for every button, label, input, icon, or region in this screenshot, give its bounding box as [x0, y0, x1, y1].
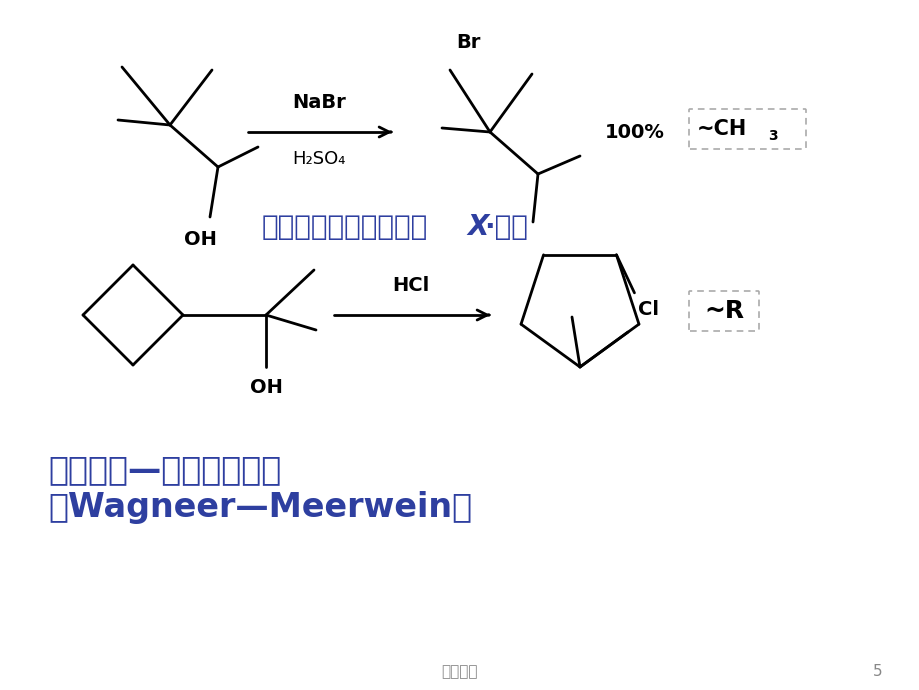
Text: 瓦格涅尔—梅尔外因重排: 瓦格涅尔—梅尔外因重排	[48, 453, 281, 486]
Text: Br: Br	[455, 33, 480, 52]
Text: 5: 5	[872, 664, 882, 680]
Text: ~R: ~R	[703, 299, 743, 323]
Text: Cl: Cl	[638, 300, 659, 319]
Text: X: X	[467, 213, 488, 241]
Text: 3: 3	[767, 129, 777, 143]
Text: NaBr: NaBr	[292, 93, 346, 112]
Text: 100%: 100%	[605, 123, 664, 141]
Text: 严选文书: 严选文书	[441, 664, 478, 680]
Text: HCl: HCl	[391, 276, 429, 295]
Text: OH: OH	[249, 377, 282, 397]
Text: （Wagneer—Meerwein）: （Wagneer—Meerwein）	[48, 491, 471, 524]
Text: 醇在酸性环境下才可被: 醇在酸性环境下才可被	[262, 213, 427, 241]
Text: ~CH: ~CH	[697, 119, 746, 139]
Text: H₂SO₄: H₂SO₄	[292, 150, 346, 168]
Text: OH: OH	[184, 230, 216, 248]
Text: ·取代: ·取代	[484, 213, 528, 241]
